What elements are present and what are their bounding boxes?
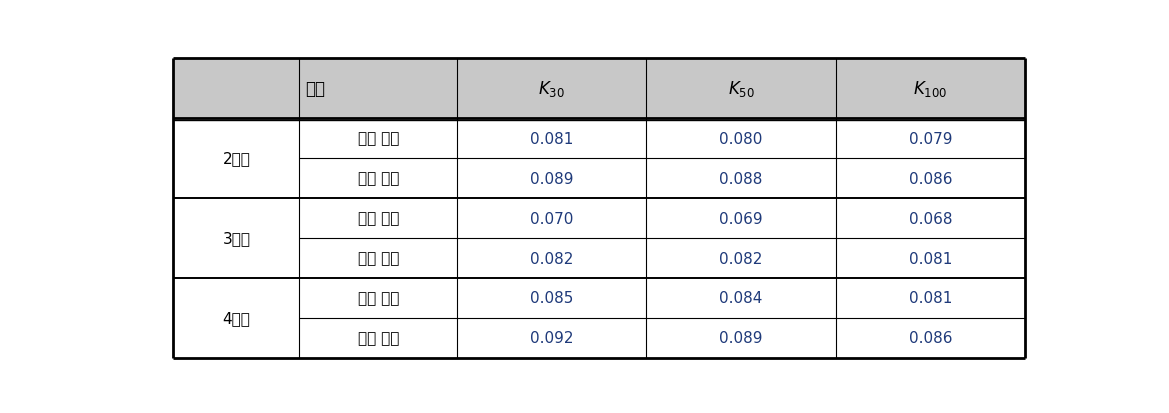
Text: 0.081: 0.081: [908, 251, 952, 266]
Text: 0.068: 0.068: [908, 211, 952, 226]
Text: 0.088: 0.088: [719, 171, 762, 186]
Text: 0.069: 0.069: [719, 211, 763, 226]
Text: 0.092: 0.092: [530, 331, 574, 346]
Text: 0.089: 0.089: [719, 331, 763, 346]
Text: 0.079: 0.079: [908, 131, 952, 146]
Text: 연구 방법: 연구 방법: [358, 171, 399, 186]
Text: 연구 방법: 연구 방법: [358, 331, 399, 346]
Bar: [173, 119, 1025, 358]
Text: $\mathit{K}_{30}$: $\mathit{K}_{30}$: [539, 79, 566, 99]
Text: 0.082: 0.082: [719, 251, 762, 266]
Text: 기존 방법: 기존 방법: [358, 291, 399, 306]
Text: 0.080: 0.080: [719, 131, 762, 146]
Text: 기존 방법: 기존 방법: [358, 131, 399, 146]
Text: 0.086: 0.086: [908, 171, 952, 186]
Text: 연구 방법: 연구 방법: [358, 251, 399, 266]
Text: 0.086: 0.086: [908, 331, 952, 346]
Text: 0.081: 0.081: [530, 131, 574, 146]
Text: 0.085: 0.085: [530, 291, 574, 306]
Text: $\mathit{K}_{100}$: $\mathit{K}_{100}$: [913, 79, 947, 99]
Text: $\mathit{K}_{50}$: $\mathit{K}_{50}$: [727, 79, 754, 99]
Bar: [173, 59, 1025, 119]
Text: 기존 방법: 기존 방법: [358, 211, 399, 226]
Text: 0.081: 0.081: [908, 291, 952, 306]
Text: 0.070: 0.070: [530, 211, 574, 226]
Text: 3차로: 3차로: [222, 231, 250, 246]
Text: 4차로: 4차로: [222, 311, 250, 326]
Text: 0.084: 0.084: [719, 291, 762, 306]
Text: 0.089: 0.089: [530, 171, 574, 186]
Text: 구분: 구분: [305, 80, 325, 98]
Text: 2차로: 2차로: [222, 151, 250, 166]
Text: 0.082: 0.082: [530, 251, 574, 266]
